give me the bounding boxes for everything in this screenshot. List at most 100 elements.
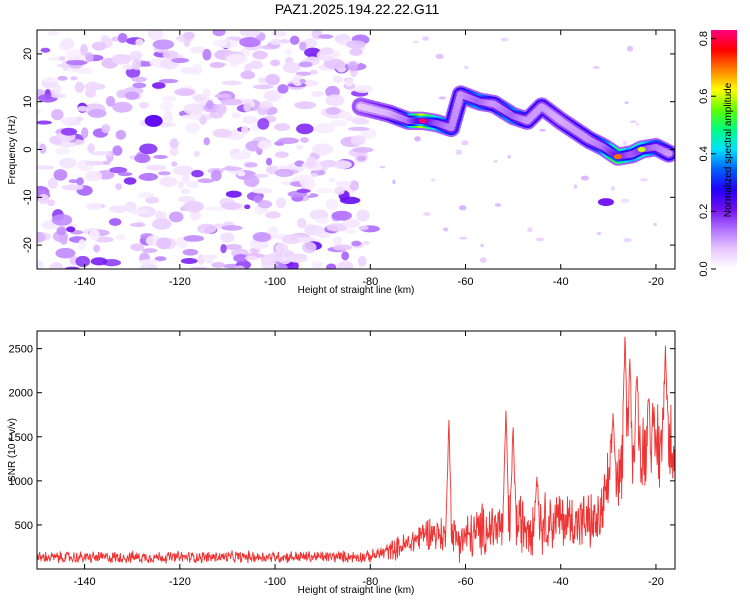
spectrogram-noise-blob xyxy=(68,179,79,184)
spectrogram-noise-blob xyxy=(55,247,76,259)
spectrogram-noise-blob xyxy=(117,33,128,44)
spectrogram-noise-blob xyxy=(183,31,195,40)
spectrogram-noise-blob xyxy=(102,160,111,165)
spectrogram-noise-blob xyxy=(653,222,657,227)
spectrogram-noise-blob xyxy=(220,243,227,254)
spectrogram-noise-blob xyxy=(53,83,62,95)
spectrogram-noise-blob xyxy=(244,204,251,210)
spectrogram-noise-blob xyxy=(153,154,168,159)
spectrogram-noise-blob xyxy=(60,127,78,136)
spectrogram-noise-blob xyxy=(54,147,71,156)
spectrogram-noise-blob xyxy=(75,255,91,268)
spectrogram-noise-blob xyxy=(216,103,227,115)
y-tick-label: -10 xyxy=(22,189,34,205)
spectrogram-noise-blob xyxy=(349,180,360,191)
spectrogram-noise-blob xyxy=(267,226,279,236)
spectrogram-noise-blob xyxy=(37,165,55,170)
spectrogram-noise-blob xyxy=(163,110,173,123)
spectrogram-noise-blob xyxy=(334,186,345,195)
x-tick-label: -60 xyxy=(458,576,474,588)
spectrogram-noise-blob xyxy=(296,236,316,242)
spectrogram-noise-blob xyxy=(91,41,107,51)
spectrogram-noise-blob xyxy=(539,128,546,132)
x-tick-label: -40 xyxy=(553,576,569,588)
spectrogram-noise-blob xyxy=(636,122,640,126)
spectrogram-noise-blob xyxy=(336,260,354,269)
spectrogram-noise-blob xyxy=(70,76,78,81)
spectrogram-noise-blob xyxy=(325,94,345,107)
spectrogram-noise-blob xyxy=(111,36,120,42)
spectrogram-noise-blob xyxy=(132,58,142,71)
spectrogram-noise-blob xyxy=(112,145,123,156)
snr-frame xyxy=(36,330,676,570)
spectrogram-noise-blob xyxy=(49,262,64,269)
spectrogram-noise-blob xyxy=(309,69,318,75)
spectrogram-noise-blob xyxy=(500,37,509,42)
spectrogram-noise-blob xyxy=(123,177,137,185)
spectrogram-noise-blob xyxy=(330,119,348,127)
spectrogram-noise-blob xyxy=(197,178,215,184)
spectrogram-noise-blob xyxy=(85,81,100,91)
spectrogram-noise-blob xyxy=(535,237,545,242)
spectrogram-noise-blob xyxy=(76,177,84,186)
spectrogram-noise-blob xyxy=(353,85,373,94)
spectrogram-noise-blob xyxy=(101,123,111,134)
spectrogram-noise-blob xyxy=(295,144,304,150)
spectrogram-noise-blob xyxy=(131,76,147,83)
spectrogram-noise-blob xyxy=(189,266,209,269)
spectrogram-noise-blob xyxy=(59,56,66,61)
spectrogram-noise-blob xyxy=(212,128,232,138)
snr-panel: -140 -120 -100 -80 -60 -40 -20 500 1000 1500 2000… xyxy=(7,330,676,596)
spectrogram-noise-blob xyxy=(87,108,107,118)
spectrogram-noise-blob xyxy=(38,193,49,205)
spectrogram-noise-blob xyxy=(111,54,132,65)
spectrogram-noise-blob xyxy=(319,47,334,56)
spectrogram-noise-blob xyxy=(233,254,249,263)
spectrogram-noise-blob xyxy=(85,160,106,166)
spectrogram-noise-blob xyxy=(159,176,178,188)
spectrogram-noise-blob xyxy=(277,84,289,94)
spectrogram-noise-blob xyxy=(328,177,336,183)
spectrogram-noise-blob xyxy=(193,150,200,157)
spectrogram-noise-blob xyxy=(61,37,75,50)
spectrogram-noise-blob xyxy=(137,191,155,198)
x-tick-label: -80 xyxy=(362,276,378,288)
figure-title: PAZ1.2025.194.22.22.G11 xyxy=(275,1,440,17)
spectrogram-noise-blob xyxy=(344,228,357,234)
spectrogram-peak xyxy=(613,154,622,160)
spectrogram-noise-blob xyxy=(155,210,163,221)
spectrogram-noise-blob xyxy=(77,105,89,112)
spectrogram-noise-blob xyxy=(242,115,258,125)
x-tick-label: -100 xyxy=(264,576,286,588)
spectrogram-noise-blob xyxy=(169,147,179,157)
spectrogram-noise-blob xyxy=(629,120,637,123)
x-tick-label: -120 xyxy=(169,576,191,588)
spectrogram-noise-blob xyxy=(252,231,272,242)
spectrogram-noise-blob xyxy=(284,48,293,55)
spectrogram-signal-blob xyxy=(664,150,673,157)
spectrogram-noise-blob xyxy=(294,101,317,110)
spectrogram-noise-blob xyxy=(128,209,150,215)
spectrogram-noise-blob xyxy=(351,240,362,247)
spectrogram-noise-blob xyxy=(124,201,137,212)
spectrogram-noise-blob xyxy=(275,242,289,254)
spectrogram-noise-blob xyxy=(332,236,343,246)
spectrogram-noise-blob xyxy=(37,109,42,115)
spectrogram-noise-blob xyxy=(139,263,158,269)
spectrogram-noise-blob xyxy=(392,179,396,185)
x-tick-label: -140 xyxy=(74,276,96,288)
spectrogram-noise-blob xyxy=(47,177,58,190)
x-tick-label: -20 xyxy=(648,576,664,588)
spectrogram-x-axis: -140 -120 -100 -80 -60 -40 -20 xyxy=(74,30,664,288)
spectrogram-noise-blob xyxy=(265,157,273,166)
spectrogram-noise-blob xyxy=(623,238,632,243)
spectrogram-noise-blob xyxy=(221,80,242,86)
spectrogram-noise-blob xyxy=(37,120,52,125)
spectrogram-noise-blob xyxy=(185,122,200,133)
spectrogram-noise-blob xyxy=(257,200,273,209)
spectrogram-noise-blob xyxy=(244,255,258,261)
spectrogram-noise-blob xyxy=(93,244,101,253)
spectrogram-noise-blob xyxy=(352,118,370,125)
spectrogram-noise-blob xyxy=(282,62,301,74)
spectrogram-noise-blob xyxy=(431,178,435,182)
